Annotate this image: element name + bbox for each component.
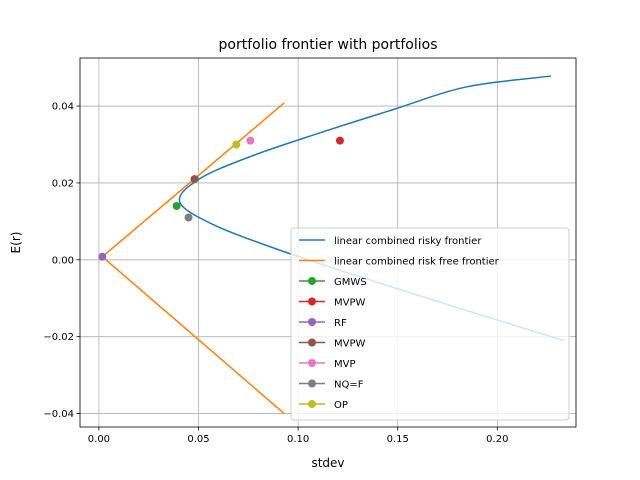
y-axis: −0.04 −0.02 0.00 0.02 0.04 <box>43 102 80 420</box>
legend-marker <box>308 338 316 347</box>
legend-label: NQ=F <box>334 380 364 391</box>
legend-marker <box>308 297 316 306</box>
legend-marker <box>308 400 316 408</box>
portfolio-marker <box>246 136 255 145</box>
x-tick-label: 0.20 <box>486 434 508 445</box>
legend-label: linear combined risky frontier <box>334 236 482 247</box>
portfolio-marker <box>232 140 241 149</box>
plot-frame <box>79 57 577 428</box>
legend-label: linear combined risk free frontier <box>334 257 500 268</box>
legend-marker <box>308 379 316 388</box>
portfolio-marker <box>184 213 193 222</box>
legend-label: MVP <box>334 359 356 370</box>
y-axis-label: E(r) <box>9 232 23 254</box>
x-tick-label: 0.00 <box>88 434 110 445</box>
x-axis: 0.00 0.05 0.10 0.15 0.20 <box>88 427 508 445</box>
x-tick-label: 0.15 <box>387 434 409 445</box>
portfolio-marker <box>190 175 199 184</box>
legend-label: RF <box>334 318 347 329</box>
legend-label: MVPW <box>334 339 365 350</box>
legend-marker <box>308 359 316 367</box>
x-tick-label: 0.10 <box>287 434 309 445</box>
x-tick-label: 0.05 <box>187 434 209 445</box>
y-tick-label: −0.02 <box>43 332 74 343</box>
legend-label: GMWS <box>334 277 367 288</box>
chart-title: portfolio frontier with portfolios <box>219 37 438 53</box>
y-tick-label: −0.04 <box>43 409 74 420</box>
portfolio-marker <box>335 136 344 145</box>
y-tick-label: 0.00 <box>52 255 74 266</box>
y-tick-label: 0.04 <box>52 102 74 113</box>
legend-label: MVPW <box>334 298 365 309</box>
legend-box <box>290 227 570 421</box>
legend: linear combined risky frontier linear com… <box>290 227 570 421</box>
legend-marker <box>308 277 316 285</box>
portfolio-marker <box>172 201 181 210</box>
y-tick-label: 0.02 <box>52 178 74 189</box>
x-axis-label: stdev <box>311 456 344 470</box>
legend-marker <box>308 318 316 326</box>
legend-label: OP <box>334 400 348 411</box>
portfolio-marker <box>98 252 107 261</box>
